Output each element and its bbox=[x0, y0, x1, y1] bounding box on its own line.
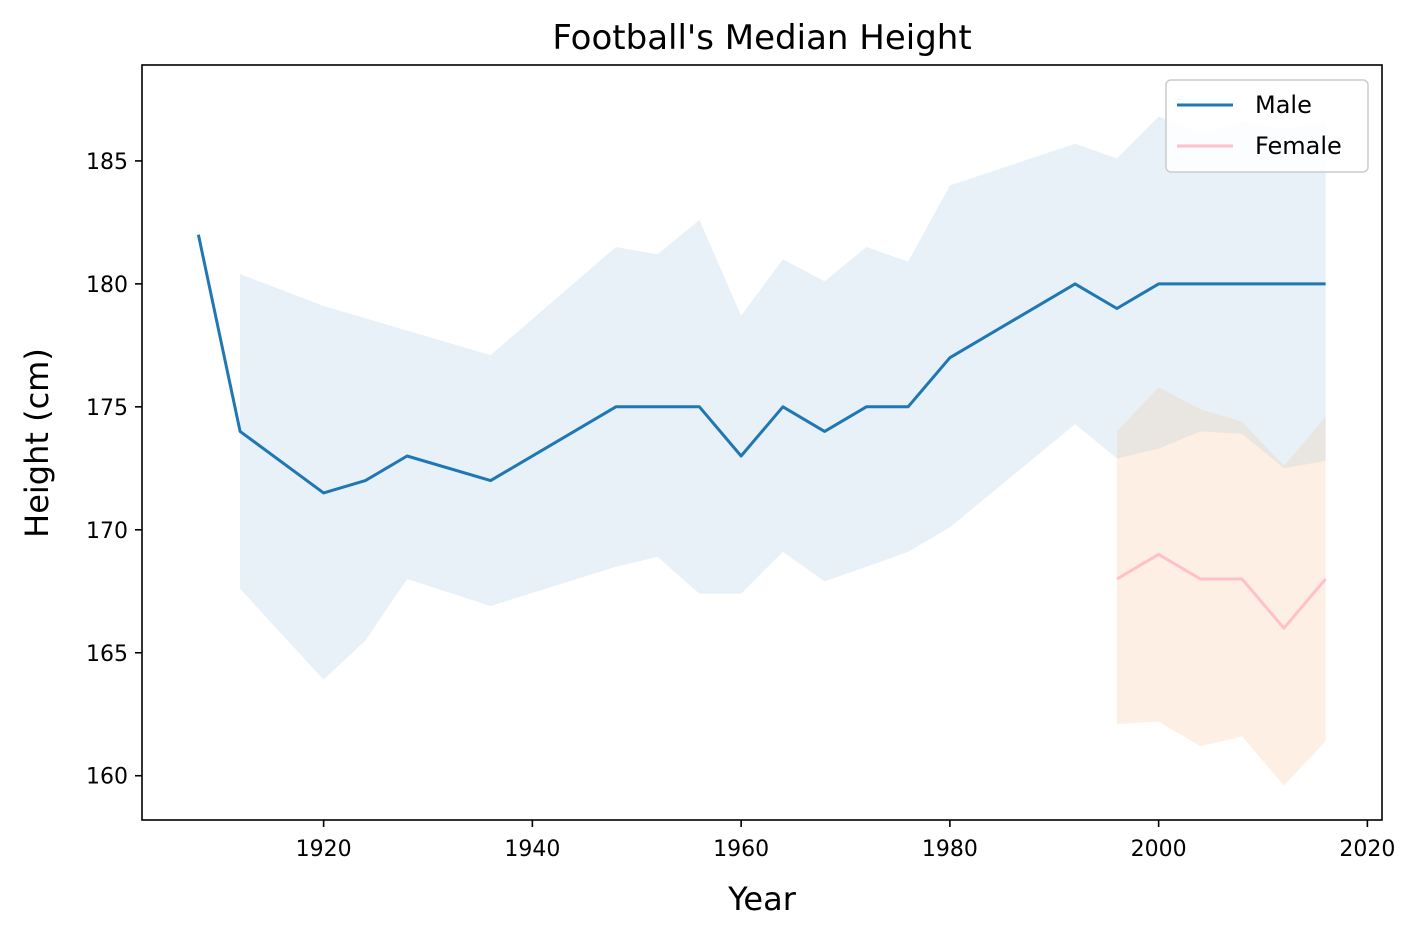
band-female bbox=[1116, 387, 1326, 786]
x-tick-label: 1940 bbox=[504, 837, 560, 862]
series-line-male bbox=[196, 234, 1326, 495]
legend-label-female: Female bbox=[1255, 132, 1342, 160]
x-tick-label: 2020 bbox=[1339, 837, 1395, 862]
y-tick-label: 175 bbox=[86, 396, 128, 421]
y-axis-title: Height (cm) bbox=[18, 348, 56, 538]
x-tick-label: 1980 bbox=[922, 837, 978, 862]
y-axis: 160 165 170 175 180 185 bbox=[86, 150, 142, 790]
y-tick-label: 165 bbox=[86, 642, 128, 667]
y-tick-label: 170 bbox=[86, 519, 128, 544]
x-tick-label: 1920 bbox=[296, 837, 352, 862]
legend-label-male: Male bbox=[1255, 91, 1312, 119]
series-lines bbox=[196, 234, 1327, 630]
legend: Male Female bbox=[1165, 79, 1369, 173]
x-axis-title: Year bbox=[727, 880, 797, 918]
y-tick-label: 180 bbox=[86, 273, 128, 298]
band-overlap bbox=[1116, 387, 1326, 469]
plot-frame bbox=[141, 64, 1383, 821]
confidence-bands bbox=[240, 116, 1326, 786]
chart-title: Football's Median Height bbox=[552, 18, 971, 58]
y-tick-label: 185 bbox=[86, 150, 128, 175]
band-male bbox=[240, 116, 1326, 680]
series-line-female bbox=[1116, 552, 1327, 630]
y-tick-label: 160 bbox=[86, 765, 128, 790]
x-tick-label: 1960 bbox=[713, 837, 769, 862]
legend-box bbox=[1165, 79, 1369, 173]
x-axis: 1920 1940 1960 1980 2000 2020 bbox=[296, 820, 1395, 862]
x-tick-label: 2000 bbox=[1131, 837, 1187, 862]
